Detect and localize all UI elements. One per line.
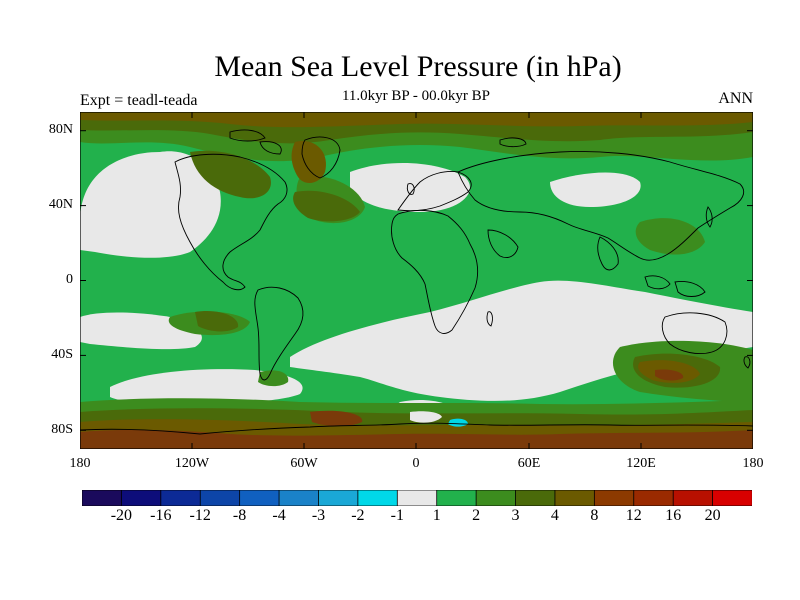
land-outlines	[80, 129, 753, 435]
colorbar-swatch	[357, 490, 398, 506]
colorbar-swatch	[515, 490, 556, 506]
colorbar-label: -1	[390, 507, 404, 524]
colorbar-label: -20	[110, 507, 133, 524]
colorbar-label: -16	[150, 507, 172, 524]
colorbar-label: -3	[311, 507, 326, 524]
lon-label-120e: 120E	[626, 456, 656, 471]
colorbar-label: 2	[472, 507, 481, 524]
colorbar-label: -2	[351, 507, 365, 524]
lat-label-80n: 80N	[48, 122, 73, 137]
colorbar-label: 12	[625, 507, 642, 524]
colorbar-label: 20	[704, 507, 721, 524]
colorbar-swatch	[712, 490, 752, 506]
colorbar	[82, 490, 752, 506]
neutral-antarctic-patch	[410, 411, 442, 423]
colorbar-swatch	[672, 490, 714, 506]
lat-label-0: 0	[66, 272, 73, 287]
colorbar-swatch	[593, 490, 635, 506]
colorbar-swatch	[82, 490, 123, 506]
lon-label-180w: 180	[69, 456, 91, 471]
page-title: Mean Sea Level Pressure (in hPa)	[214, 50, 622, 83]
colorbar-swatch	[239, 490, 280, 506]
map-ticks	[80, 112, 753, 449]
season-label: ANN	[718, 90, 753, 107]
colorbar-label: 3	[511, 507, 520, 524]
colorbar-label: 16	[665, 507, 682, 524]
colorbar-label: 8	[590, 507, 599, 524]
colorbar-swatch	[278, 490, 320, 506]
pressure-anomaly-map	[80, 112, 753, 449]
colorbar-label: -12	[189, 507, 211, 524]
colorbar-label: -4	[272, 507, 286, 524]
colorbar-swatch	[436, 490, 477, 506]
lat-label-80s: 80S	[51, 422, 73, 437]
dark-brown-regions	[80, 369, 753, 449]
colorbar-label: 1	[432, 507, 441, 524]
colorbar-swatch	[121, 490, 162, 506]
colorbar-swatch	[475, 490, 517, 506]
lon-label-60e: 60E	[517, 456, 541, 471]
colorbar-label: 4	[550, 507, 559, 524]
colorbar-swatch	[160, 490, 201, 506]
lon-label-180e: 180	[742, 456, 764, 471]
lon-label-120w: 120W	[174, 456, 210, 471]
colorbar-swatch	[318, 490, 359, 506]
colorbar-label: -8	[232, 507, 247, 524]
lat-label-40n: 40N	[48, 197, 73, 212]
subtitle: 11.0kyr BP - 00.0kyr BP	[341, 88, 491, 104]
cyan-patch	[448, 418, 468, 427]
lon-label-60w: 60W	[290, 456, 318, 471]
experiment-label: Expt = teadl-teada	[80, 92, 198, 109]
colorbar-swatch	[199, 490, 241, 506]
colorbar-swatch	[554, 490, 596, 506]
neutral-regions	[80, 151, 753, 422]
colorbar-swatch	[396, 490, 438, 506]
lat-label-40s: 40S	[51, 347, 73, 362]
colorbar-swatch	[633, 490, 674, 506]
lon-label-0: 0	[412, 456, 420, 471]
